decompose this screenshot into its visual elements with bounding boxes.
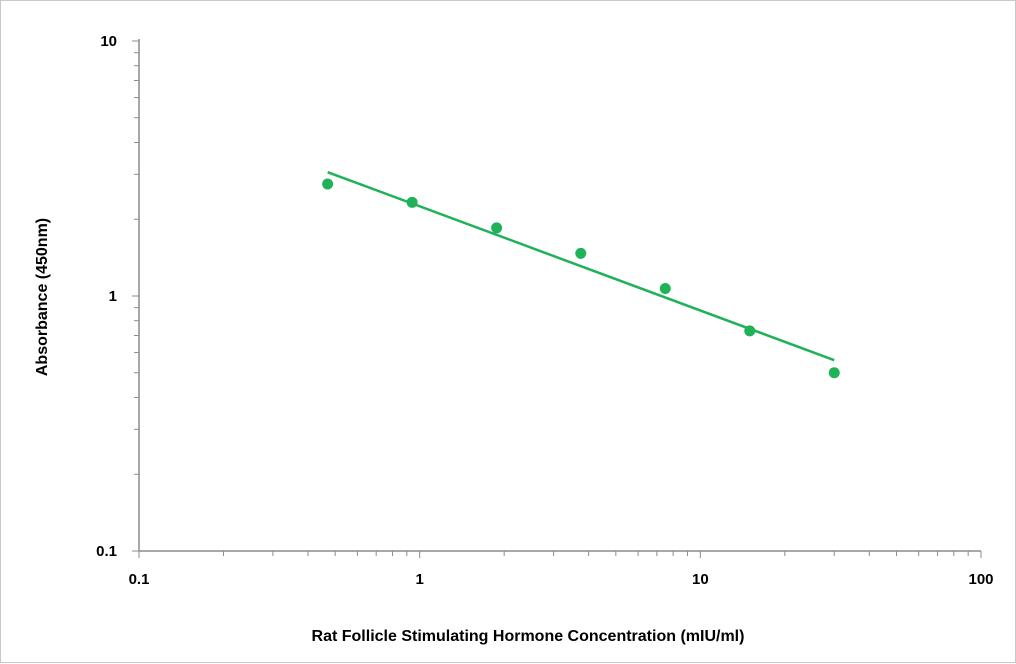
data-point [575, 247, 587, 259]
y-axis-label: Absorbance (450nm) [34, 218, 51, 376]
y-axis-ticks: 0.1 1 10 [96, 33, 139, 560]
x-tick-label: 10 [692, 571, 709, 588]
x-tick-label: 100 [968, 571, 993, 588]
data-point [659, 283, 671, 295]
x-axis-label: Rat Follicle Stimulating Hormone Concent… [312, 628, 745, 645]
x-axis-ticks: 0.1 1 10 100 [129, 551, 994, 588]
data-point [491, 222, 503, 234]
y-tick-label: 1 [109, 288, 117, 305]
data-point [828, 367, 840, 379]
x-tick-label: 0.1 [129, 571, 150, 588]
trendline [327, 170, 835, 362]
data-points [322, 178, 840, 379]
data-point [322, 178, 334, 190]
data-point [406, 196, 418, 208]
y-tick-label: 0.1 [96, 543, 117, 560]
trendline-group [327, 170, 835, 362]
data-point [744, 325, 756, 337]
axes [138, 39, 981, 552]
x-tick-label: 1 [415, 571, 423, 588]
y-tick-label: 10 [100, 33, 117, 50]
